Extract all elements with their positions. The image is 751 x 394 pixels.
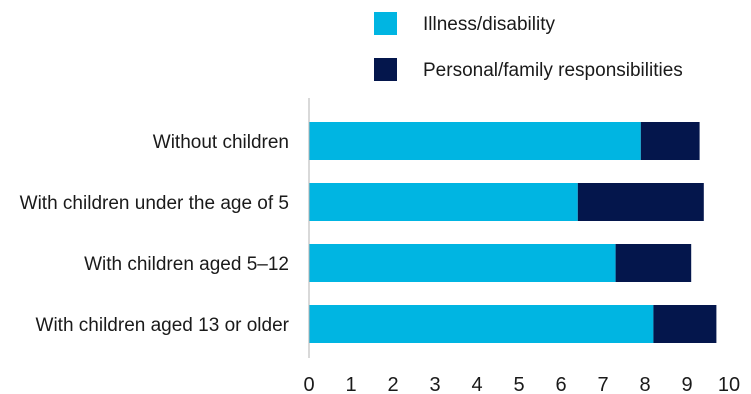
chart-legend: Illness/disability Personal/family respon… [374, 12, 683, 81]
x-tick-label-1: 1 [345, 374, 356, 394]
bar-group [309, 122, 717, 343]
category-label-1: Without children [153, 132, 289, 153]
x-tick-label-3: 3 [429, 374, 440, 394]
bar-2-series-1 [309, 183, 578, 221]
x-tick-label-8: 8 [639, 374, 650, 394]
legend-label-2: Personal/family responsibilities [423, 60, 683, 81]
legend-label-1: Illness/disability [423, 14, 555, 35]
bar-4-series-2 [653, 305, 717, 343]
x-tick-label-5: 5 [513, 374, 524, 394]
x-tick-label-4: 4 [471, 374, 482, 394]
x-tick-label-7: 7 [597, 374, 608, 394]
bar-3-series-1 [309, 244, 616, 282]
x-tick-label-2: 2 [387, 374, 398, 394]
category-labels: Without children With children under the … [20, 132, 290, 336]
x-tick-label-10: 10 [718, 374, 740, 394]
bar-4-series-1 [309, 305, 654, 343]
x-tick-label-0: 0 [303, 374, 314, 394]
legend-swatch-2 [374, 58, 397, 81]
bar-2-series-2 [577, 183, 704, 221]
x-axis-ticks: 0 1 2 3 4 5 6 7 8 9 10 [303, 374, 740, 394]
x-tick-label-6: 6 [555, 374, 566, 394]
bar-1-series-1 [309, 122, 641, 160]
legend-swatch-1 [374, 12, 397, 35]
category-label-2: With children under the age of 5 [20, 193, 289, 214]
x-tick-label-9: 9 [681, 374, 692, 394]
category-label-3: With children aged 5–12 [84, 254, 289, 275]
category-label-4: With children aged 13 or older [36, 315, 290, 336]
bar-1-series-2 [640, 122, 700, 160]
bar-3-series-2 [615, 244, 692, 282]
